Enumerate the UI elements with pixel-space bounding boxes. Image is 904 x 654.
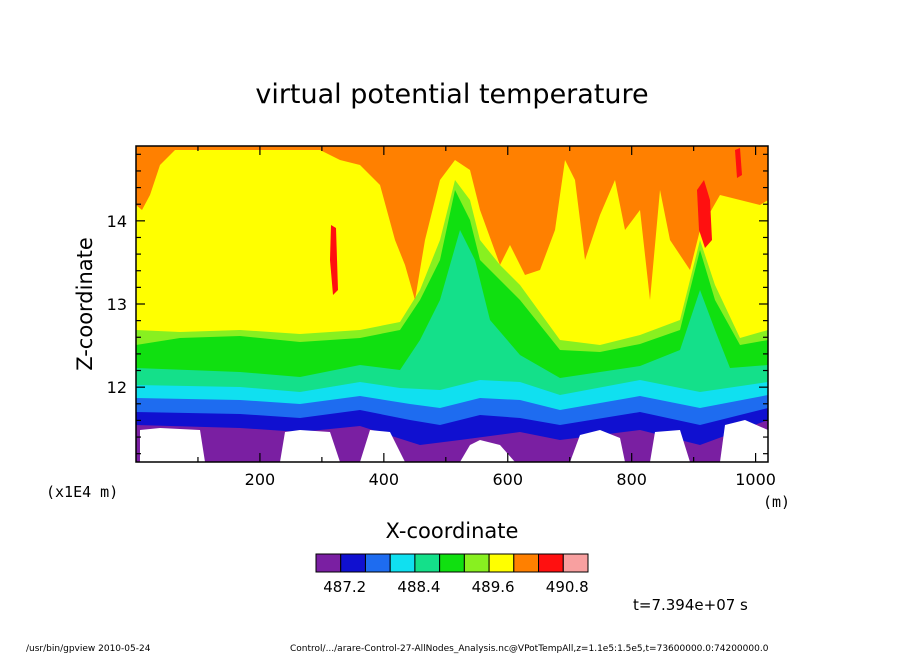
x-tick-label: 800 [616,470,647,489]
field-white-gap [570,430,625,462]
colorbar-swatch [513,553,540,573]
colorbar-label: 490.8 [546,578,589,596]
x-axis-label: X-coordinate [386,519,519,543]
colorbar-swatch [340,553,366,573]
field-red-streak [697,180,712,248]
footer-right: Control/.../arare-Control-27-AllNodes_An… [290,644,769,654]
field-white-gap [460,440,515,462]
field-white-gap [140,428,205,462]
y-tick-label: 14 [107,212,127,231]
x-axis: 200 400 600 800 1000 [197,146,776,489]
y-axis: 12 13 14 [107,153,768,455]
field-orange-layer [136,146,768,300]
field-white-gap [280,430,340,462]
field-white-gap [360,430,405,462]
colorbar-swatch [538,553,564,573]
field-yellow-layer [136,146,768,345]
x-tick-label: 1000 [735,470,776,489]
y-axis-label: Z-coordinate [73,237,97,371]
colorbar-swatch [315,553,342,573]
colorbar-swatch [439,553,465,573]
colorbar-swatch [364,553,391,573]
x-unit-label: (m) [763,493,790,511]
x-tick-label: 600 [492,470,523,489]
colorbar-swatch [562,553,589,573]
footer-left: /usr/bin/gpview 2010-05-24 [26,644,151,654]
y-tick-label: 13 [107,295,127,314]
x-tick-label: 200 [245,470,276,489]
x-tick-label: 400 [369,470,400,489]
colorbar-swatch [389,553,416,573]
colorbar-label: 488.4 [397,578,440,596]
colorbar-labels: 487.2 488.4 489.6 490.8 [323,578,588,596]
chart-title: virtual potential temperature [255,79,648,110]
field-red-streak [735,148,742,178]
colorbar-swatch [414,553,441,573]
colorbar-swatch [488,553,515,573]
y-scale-label: (x1E4 m) [46,483,118,501]
time-label: t=7.394e+07 s [633,596,748,614]
colorbar [315,553,589,573]
field-red-streak [330,225,338,295]
colorbar-swatch [463,553,490,573]
colorbar-label: 487.2 [323,578,366,596]
colorbar-label: 489.6 [472,578,515,596]
y-tick-label: 12 [107,378,127,397]
heatmap-field [136,146,768,462]
field-white-gap [720,420,768,462]
field-white-gap [650,430,690,462]
